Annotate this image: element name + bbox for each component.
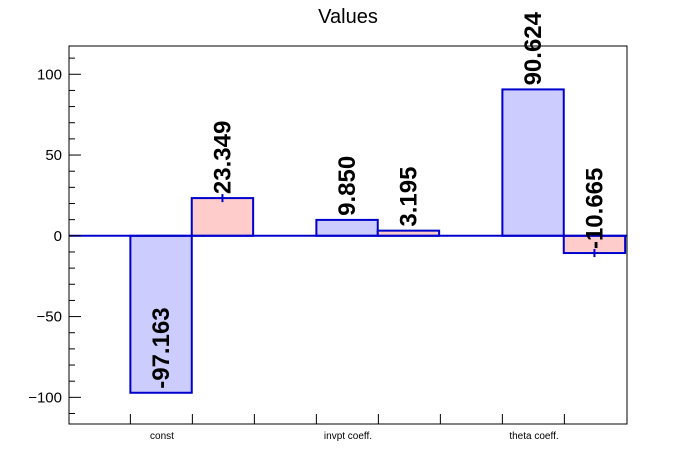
bar-s1-1	[129, 234, 193, 394]
data-label-s1-3: 90.624	[520, 11, 547, 85]
x-category-label-2: invpt coeff.	[324, 431, 372, 442]
y-tick-label-4: 50	[45, 147, 62, 164]
chart-title: Values	[318, 6, 378, 28]
labels-layer: -97.163 9.850 90.624 23.349 3.195 -10.665 cons…	[148, 11, 608, 442]
bars-layer	[129, 88, 627, 394]
bar-s1-2	[315, 218, 379, 237]
data-label-s1-2: 9.850	[334, 156, 361, 216]
x-category-label-1: const	[150, 431, 174, 442]
data-label-s2-1: 23.349	[209, 121, 236, 194]
plot-frame	[68, 45, 628, 425]
data-label-s2-3: -10.665	[581, 168, 608, 249]
bar-s1-3	[501, 88, 565, 237]
y-tick-label-5: 100	[37, 66, 62, 83]
y-tick-label-3: 0	[54, 228, 62, 245]
y-tick-label-2: −50	[37, 309, 62, 326]
bar-s2-1	[190, 197, 255, 237]
axes-layer: −100 −50 0 50 100	[28, 45, 628, 425]
y-tick-label-1: −100	[28, 389, 62, 406]
data-label-s1-1: -97.163	[148, 307, 175, 388]
data-label-s2-2: 3.195	[395, 167, 422, 227]
x-category-label-3: theta coeff.	[509, 431, 558, 442]
